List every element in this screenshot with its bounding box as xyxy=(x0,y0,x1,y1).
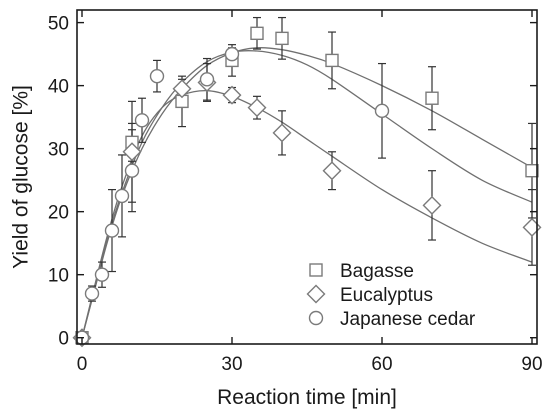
x-tick-label: 0 xyxy=(77,354,88,375)
circle-point xyxy=(114,188,130,204)
x-tick-label: 90 xyxy=(521,354,542,375)
circle-point xyxy=(134,113,150,128)
circle-point xyxy=(104,223,120,238)
legend-label: Bagasse xyxy=(340,261,414,282)
legend-label: Japanese cedar xyxy=(340,309,476,330)
legend-marker-circle xyxy=(308,310,324,326)
axis-ticks: 0 30 60 90 0 10 20 30 40 50 xyxy=(48,10,543,375)
square-point xyxy=(275,31,289,46)
fit-curve-circle xyxy=(81,50,533,338)
diamond-point xyxy=(272,123,292,143)
legend-label: Eucalyptus xyxy=(340,285,433,306)
circle-point xyxy=(374,103,390,119)
error-bars xyxy=(78,16,536,342)
circle-point xyxy=(84,286,100,301)
diamond-point xyxy=(172,79,192,99)
y-tick-label: 40 xyxy=(48,77,69,98)
circle-point xyxy=(149,68,165,84)
y-tick-label: 10 xyxy=(48,266,69,287)
square-point xyxy=(250,26,264,41)
square-point xyxy=(525,163,539,178)
diamond-point xyxy=(222,85,242,105)
diamond-point xyxy=(522,217,542,237)
circle-point xyxy=(124,163,140,178)
diamond-point xyxy=(422,195,442,215)
diamond-point xyxy=(247,98,267,118)
legend-marker-diamond xyxy=(306,284,326,304)
circle-point xyxy=(199,72,215,87)
y-tick-label: 0 xyxy=(58,329,69,350)
square-point xyxy=(425,91,439,105)
y-tick-label: 20 xyxy=(48,203,69,224)
y-tick-label: 50 xyxy=(48,14,69,35)
legend: Bagasse Eucalyptus Japanese cedar xyxy=(306,261,476,330)
y-tick-label: 30 xyxy=(48,140,69,161)
x-axis-title: Reaction time [min] xyxy=(217,386,397,409)
y-axis-title: Yield of glucose [%] xyxy=(10,85,33,269)
x-tick-label: 60 xyxy=(371,354,392,375)
diamond-point xyxy=(122,142,142,162)
data-markers xyxy=(72,26,542,348)
square-point xyxy=(325,53,339,68)
circle-point xyxy=(224,46,240,62)
legend-marker-square xyxy=(309,263,323,277)
plot-frame xyxy=(76,9,538,345)
x-tick-label: 30 xyxy=(221,354,242,375)
circle-point xyxy=(94,267,110,282)
diamond-point xyxy=(322,161,342,181)
